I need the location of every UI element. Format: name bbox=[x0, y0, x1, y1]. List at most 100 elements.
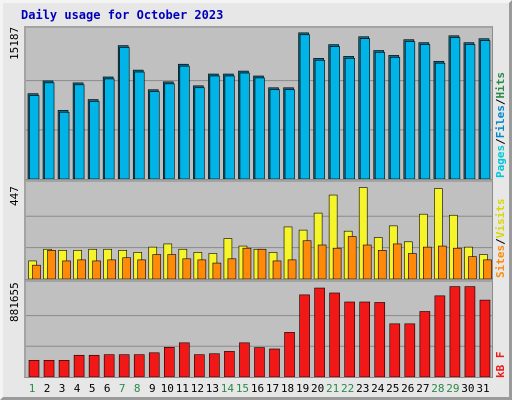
kbytes-bar-10 bbox=[163, 346, 175, 377]
visits-bar-21 bbox=[328, 194, 338, 279]
sites-bar-31 bbox=[483, 259, 492, 279]
legend-kbytes: kB F bbox=[494, 351, 507, 379]
kbytes-chart bbox=[26, 286, 492, 377]
files-bar-30 bbox=[465, 44, 476, 179]
files-bar-6 bbox=[104, 78, 115, 179]
sites-bar-21 bbox=[332, 247, 342, 279]
kbytes-bar-23 bbox=[359, 301, 371, 377]
files-bar-24 bbox=[374, 52, 386, 179]
hits-panel bbox=[24, 26, 493, 180]
sites-bar-4 bbox=[77, 259, 86, 279]
sites-bar-30 bbox=[468, 256, 477, 279]
x-tick-label: 13 bbox=[205, 382, 219, 395]
sites-bar-27 bbox=[423, 246, 432, 279]
files-bar-15 bbox=[239, 72, 250, 179]
x-tick-label: 7 bbox=[118, 382, 126, 395]
files-bar-2 bbox=[44, 82, 55, 179]
legend-sep-2: / bbox=[494, 98, 507, 106]
visits-bar-29 bbox=[449, 214, 458, 279]
sites-bar-11 bbox=[182, 258, 192, 279]
kbytes-bar-11 bbox=[179, 342, 190, 377]
x-tick-label: 11 bbox=[175, 382, 189, 395]
kbytes-bar-7 bbox=[118, 354, 130, 377]
files-bar-26 bbox=[405, 41, 416, 179]
kbytes-bar-22 bbox=[344, 301, 355, 377]
files-bar-16 bbox=[254, 77, 265, 179]
files-bar-27 bbox=[420, 44, 431, 179]
sites-bar-26 bbox=[408, 253, 417, 279]
hits-chart bbox=[26, 32, 492, 179]
files-bar-18 bbox=[284, 89, 295, 179]
visits-bar-28 bbox=[434, 188, 443, 279]
x-tick-label: 27 bbox=[416, 382, 430, 395]
files-bar-9 bbox=[149, 91, 160, 179]
visits-legend: Sites/Visits bbox=[494, 180, 512, 279]
files-bar-25 bbox=[389, 57, 401, 179]
kbytes-bar-28 bbox=[434, 295, 446, 377]
kbytes-bar-15 bbox=[239, 342, 250, 377]
files-bar-29 bbox=[450, 37, 461, 179]
x-tick-label: 12 bbox=[190, 382, 204, 395]
sites-bar-5 bbox=[92, 260, 101, 279]
kbytes-bar-2 bbox=[43, 359, 55, 377]
x-tick-label: 3 bbox=[58, 382, 66, 395]
sites-bar-2 bbox=[47, 250, 56, 279]
files-bar-8 bbox=[134, 71, 145, 179]
files-bar-5 bbox=[89, 101, 100, 179]
sites-bar-22 bbox=[347, 236, 357, 279]
legend-sep-1: / bbox=[494, 138, 507, 145]
files-bar-12 bbox=[194, 87, 205, 179]
x-tick-label: 8 bbox=[133, 382, 141, 395]
visits-chart bbox=[26, 187, 492, 279]
files-bar-11 bbox=[179, 65, 190, 179]
x-tick-label: 29 bbox=[446, 382, 460, 395]
sites-bar-19 bbox=[302, 240, 312, 279]
kbytes-bar-18 bbox=[284, 332, 295, 377]
x-tick-label: 9 bbox=[148, 382, 156, 395]
x-tick-label: 19 bbox=[295, 382, 310, 395]
x-tick-label: 22 bbox=[341, 382, 355, 395]
files-bar-22 bbox=[344, 58, 355, 179]
sites-bar-16 bbox=[257, 248, 267, 279]
x-axis-labels: 1 2 3 4 5 6 7 8 9 10 11 12 13 14 15 16 17 18 19 20 21 22 23 24 2… bbox=[0, 380, 512, 396]
x-tick-label: 20 bbox=[310, 382, 325, 395]
kbytes-bar-17 bbox=[269, 348, 280, 377]
kbytes-bar-12 bbox=[194, 354, 205, 377]
files-bar-13 bbox=[209, 75, 220, 179]
sites-bar-15 bbox=[242, 247, 252, 279]
sites-bar-20 bbox=[317, 244, 327, 279]
sites-bar-29 bbox=[453, 247, 462, 279]
kbytes-bar-21 bbox=[329, 292, 340, 377]
visits-bar-27 bbox=[419, 213, 428, 279]
kbytes-bar-20 bbox=[314, 287, 325, 377]
legend-sep-3: / bbox=[494, 238, 507, 245]
sites-bar-18 bbox=[287, 259, 297, 279]
sites-bar-7 bbox=[122, 257, 131, 279]
sites-bar-24 bbox=[377, 250, 387, 279]
visits-ymax-label: 447 bbox=[8, 186, 21, 206]
sites-bar-10 bbox=[167, 254, 177, 279]
sites-bar-12 bbox=[197, 259, 207, 279]
sites-bar-14 bbox=[227, 258, 237, 279]
x-tick-label: 21 bbox=[326, 382, 340, 395]
x-tick-label: 23 bbox=[356, 382, 370, 395]
x-tick-label: 17 bbox=[265, 382, 280, 395]
files-bar-10 bbox=[164, 83, 175, 179]
visits-panel bbox=[24, 180, 493, 280]
legend-sites: Sites bbox=[494, 244, 507, 278]
sites-bar-17 bbox=[272, 260, 282, 279]
legend-files: Files bbox=[494, 105, 507, 139]
files-bar-1 bbox=[29, 95, 40, 179]
files-bar-7 bbox=[119, 47, 130, 179]
kbytes-bar-24 bbox=[374, 302, 386, 377]
files-bar-21 bbox=[329, 46, 340, 179]
x-tick-label: 10 bbox=[160, 382, 174, 395]
kbytes-bar-13 bbox=[209, 353, 220, 377]
x-tick-label: 25 bbox=[386, 382, 400, 395]
sites-bar-25 bbox=[392, 243, 402, 279]
x-tick-label: 1 bbox=[28, 382, 36, 395]
x-tick-label: 18 bbox=[280, 382, 295, 395]
sites-bar-6 bbox=[107, 259, 116, 279]
files-bar-17 bbox=[269, 89, 280, 179]
files-bar-31 bbox=[480, 40, 491, 179]
